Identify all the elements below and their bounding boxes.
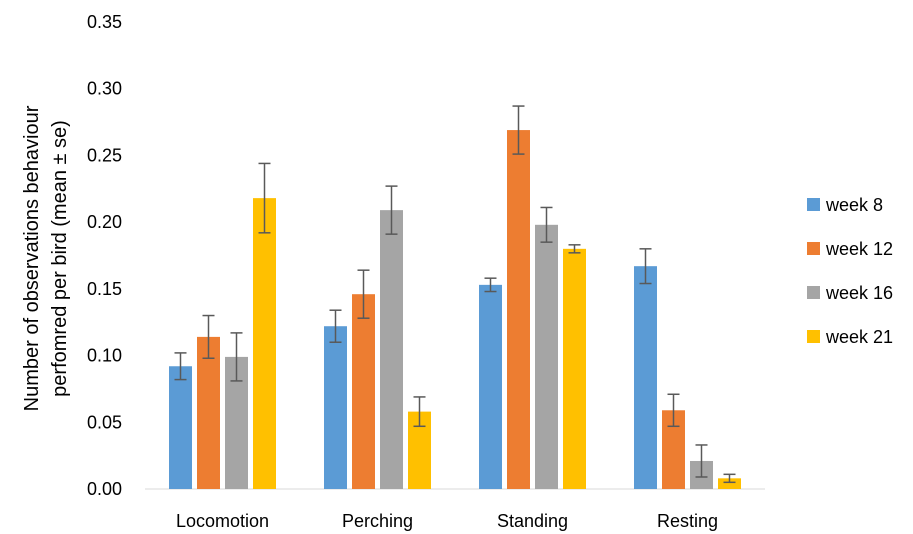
error-bar xyxy=(695,444,708,478)
bar xyxy=(169,366,192,489)
legend-item: week 21 xyxy=(807,327,893,347)
category-label: Perching xyxy=(342,511,413,531)
legend-label: week 8 xyxy=(825,195,883,215)
error-bar xyxy=(202,314,215,359)
y-tick-label: 0.00 xyxy=(87,479,122,499)
bar xyxy=(324,326,347,489)
error-bar xyxy=(484,277,497,293)
error-bar xyxy=(540,206,553,243)
bar xyxy=(662,410,685,489)
y-axis-tick-labels: 0.00 0.05 0.10 0.15 0.20 0.25 0.30 0.35 xyxy=(87,12,122,499)
error-bar xyxy=(329,309,342,343)
error-bar xyxy=(357,269,370,319)
y-axis-title: Number of observations behaviour perfomre… xyxy=(21,105,71,411)
bar xyxy=(634,266,657,489)
bars xyxy=(169,130,741,490)
y-tick-label: 0.30 xyxy=(87,79,122,99)
legend-swatch xyxy=(807,330,820,343)
y-tick-label: 0.35 xyxy=(87,12,122,32)
error-bar xyxy=(174,352,187,381)
bar xyxy=(718,478,741,489)
category-labels: Locomotion Perching Standing Resting xyxy=(176,511,718,531)
bar xyxy=(563,248,586,489)
bar xyxy=(535,224,558,489)
legend-swatch xyxy=(807,242,820,255)
legend-label: week 21 xyxy=(825,327,893,347)
error-bar xyxy=(258,162,271,234)
legend-swatch xyxy=(807,286,820,299)
y-tick-label: 0.10 xyxy=(87,346,122,366)
legend-label: week 12 xyxy=(825,239,893,259)
bar xyxy=(479,284,502,489)
y-tick-label: 0.05 xyxy=(87,412,122,432)
category-label: Resting xyxy=(657,511,718,531)
bar xyxy=(253,198,276,489)
error-bar xyxy=(639,248,652,285)
bar xyxy=(408,411,431,489)
category-label: Locomotion xyxy=(176,511,269,531)
y-tick-label: 0.15 xyxy=(87,279,122,299)
error-bar xyxy=(512,105,525,155)
bar xyxy=(225,356,248,489)
legend-label: week 16 xyxy=(825,283,893,303)
y-axis-title-line: perfomred per bird (mean ± se) xyxy=(49,120,71,397)
error-bar xyxy=(413,396,426,428)
legend: week 8 week 12 week 16 week 21 xyxy=(807,195,893,347)
legend-item: week 16 xyxy=(807,283,893,303)
error-bar xyxy=(667,393,680,428)
legend-item: week 8 xyxy=(807,195,883,215)
bar xyxy=(380,210,403,490)
legend-swatch xyxy=(807,198,820,211)
error-bars xyxy=(174,105,736,484)
bar xyxy=(197,336,220,489)
bar xyxy=(352,294,375,489)
legend-item: week 12 xyxy=(807,239,893,259)
error-bar xyxy=(723,473,736,484)
error-bar xyxy=(385,185,398,235)
bar xyxy=(507,130,530,489)
category-label: Standing xyxy=(497,511,568,531)
y-tick-label: 0.20 xyxy=(87,212,122,232)
y-tick-label: 0.25 xyxy=(87,145,122,165)
error-bar xyxy=(230,332,243,382)
error-bar xyxy=(568,244,581,254)
y-axis-title-line: Number of observations behaviour xyxy=(21,105,43,411)
